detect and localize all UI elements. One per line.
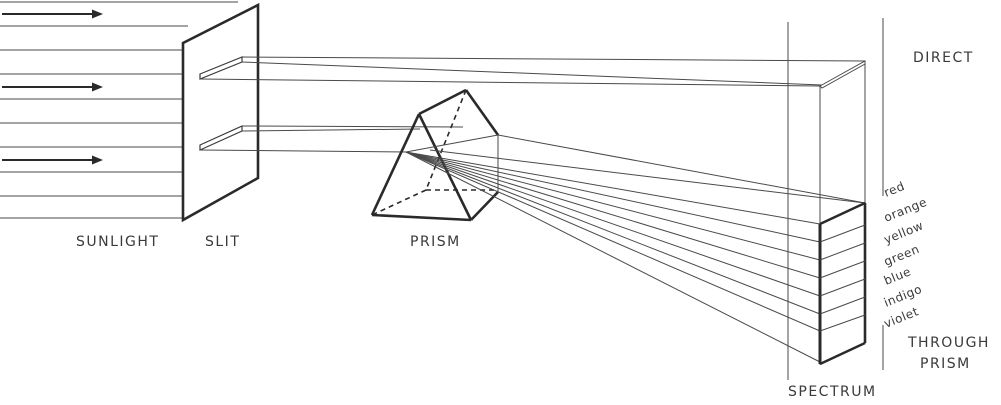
prism-label: PRISM: [410, 234, 461, 250]
sunlight-arrows: [2, 9, 103, 165]
slit-label: SLIT: [205, 234, 240, 250]
slit-panel: [181, 2, 260, 223]
direct-beam: [199, 56, 866, 224]
prism: [370, 88, 500, 222]
arrow-icon: [2, 9, 103, 19]
spectrum-band: [818, 201, 867, 366]
color-label-red: red: [882, 179, 907, 200]
through-prism-label-line1: THROUGH: [907, 335, 990, 351]
spectrum-label: SPECTRUM: [788, 384, 877, 400]
color-label-orange: orange: [882, 195, 929, 225]
direct-label: DIRECT: [913, 50, 974, 66]
sunlight-rays: [0, 1, 238, 219]
sunlight-label: SUNLIGHT: [76, 234, 159, 250]
spectrum-color-labels: red orange yellow green blue indigo viol…: [882, 179, 929, 331]
arrow-icon: [2, 155, 103, 165]
dispersed-rays: [405, 134, 866, 363]
screen: [787, 18, 884, 380]
through-prism-label-line2: PRISM: [920, 356, 971, 372]
arrow-icon: [2, 82, 103, 92]
